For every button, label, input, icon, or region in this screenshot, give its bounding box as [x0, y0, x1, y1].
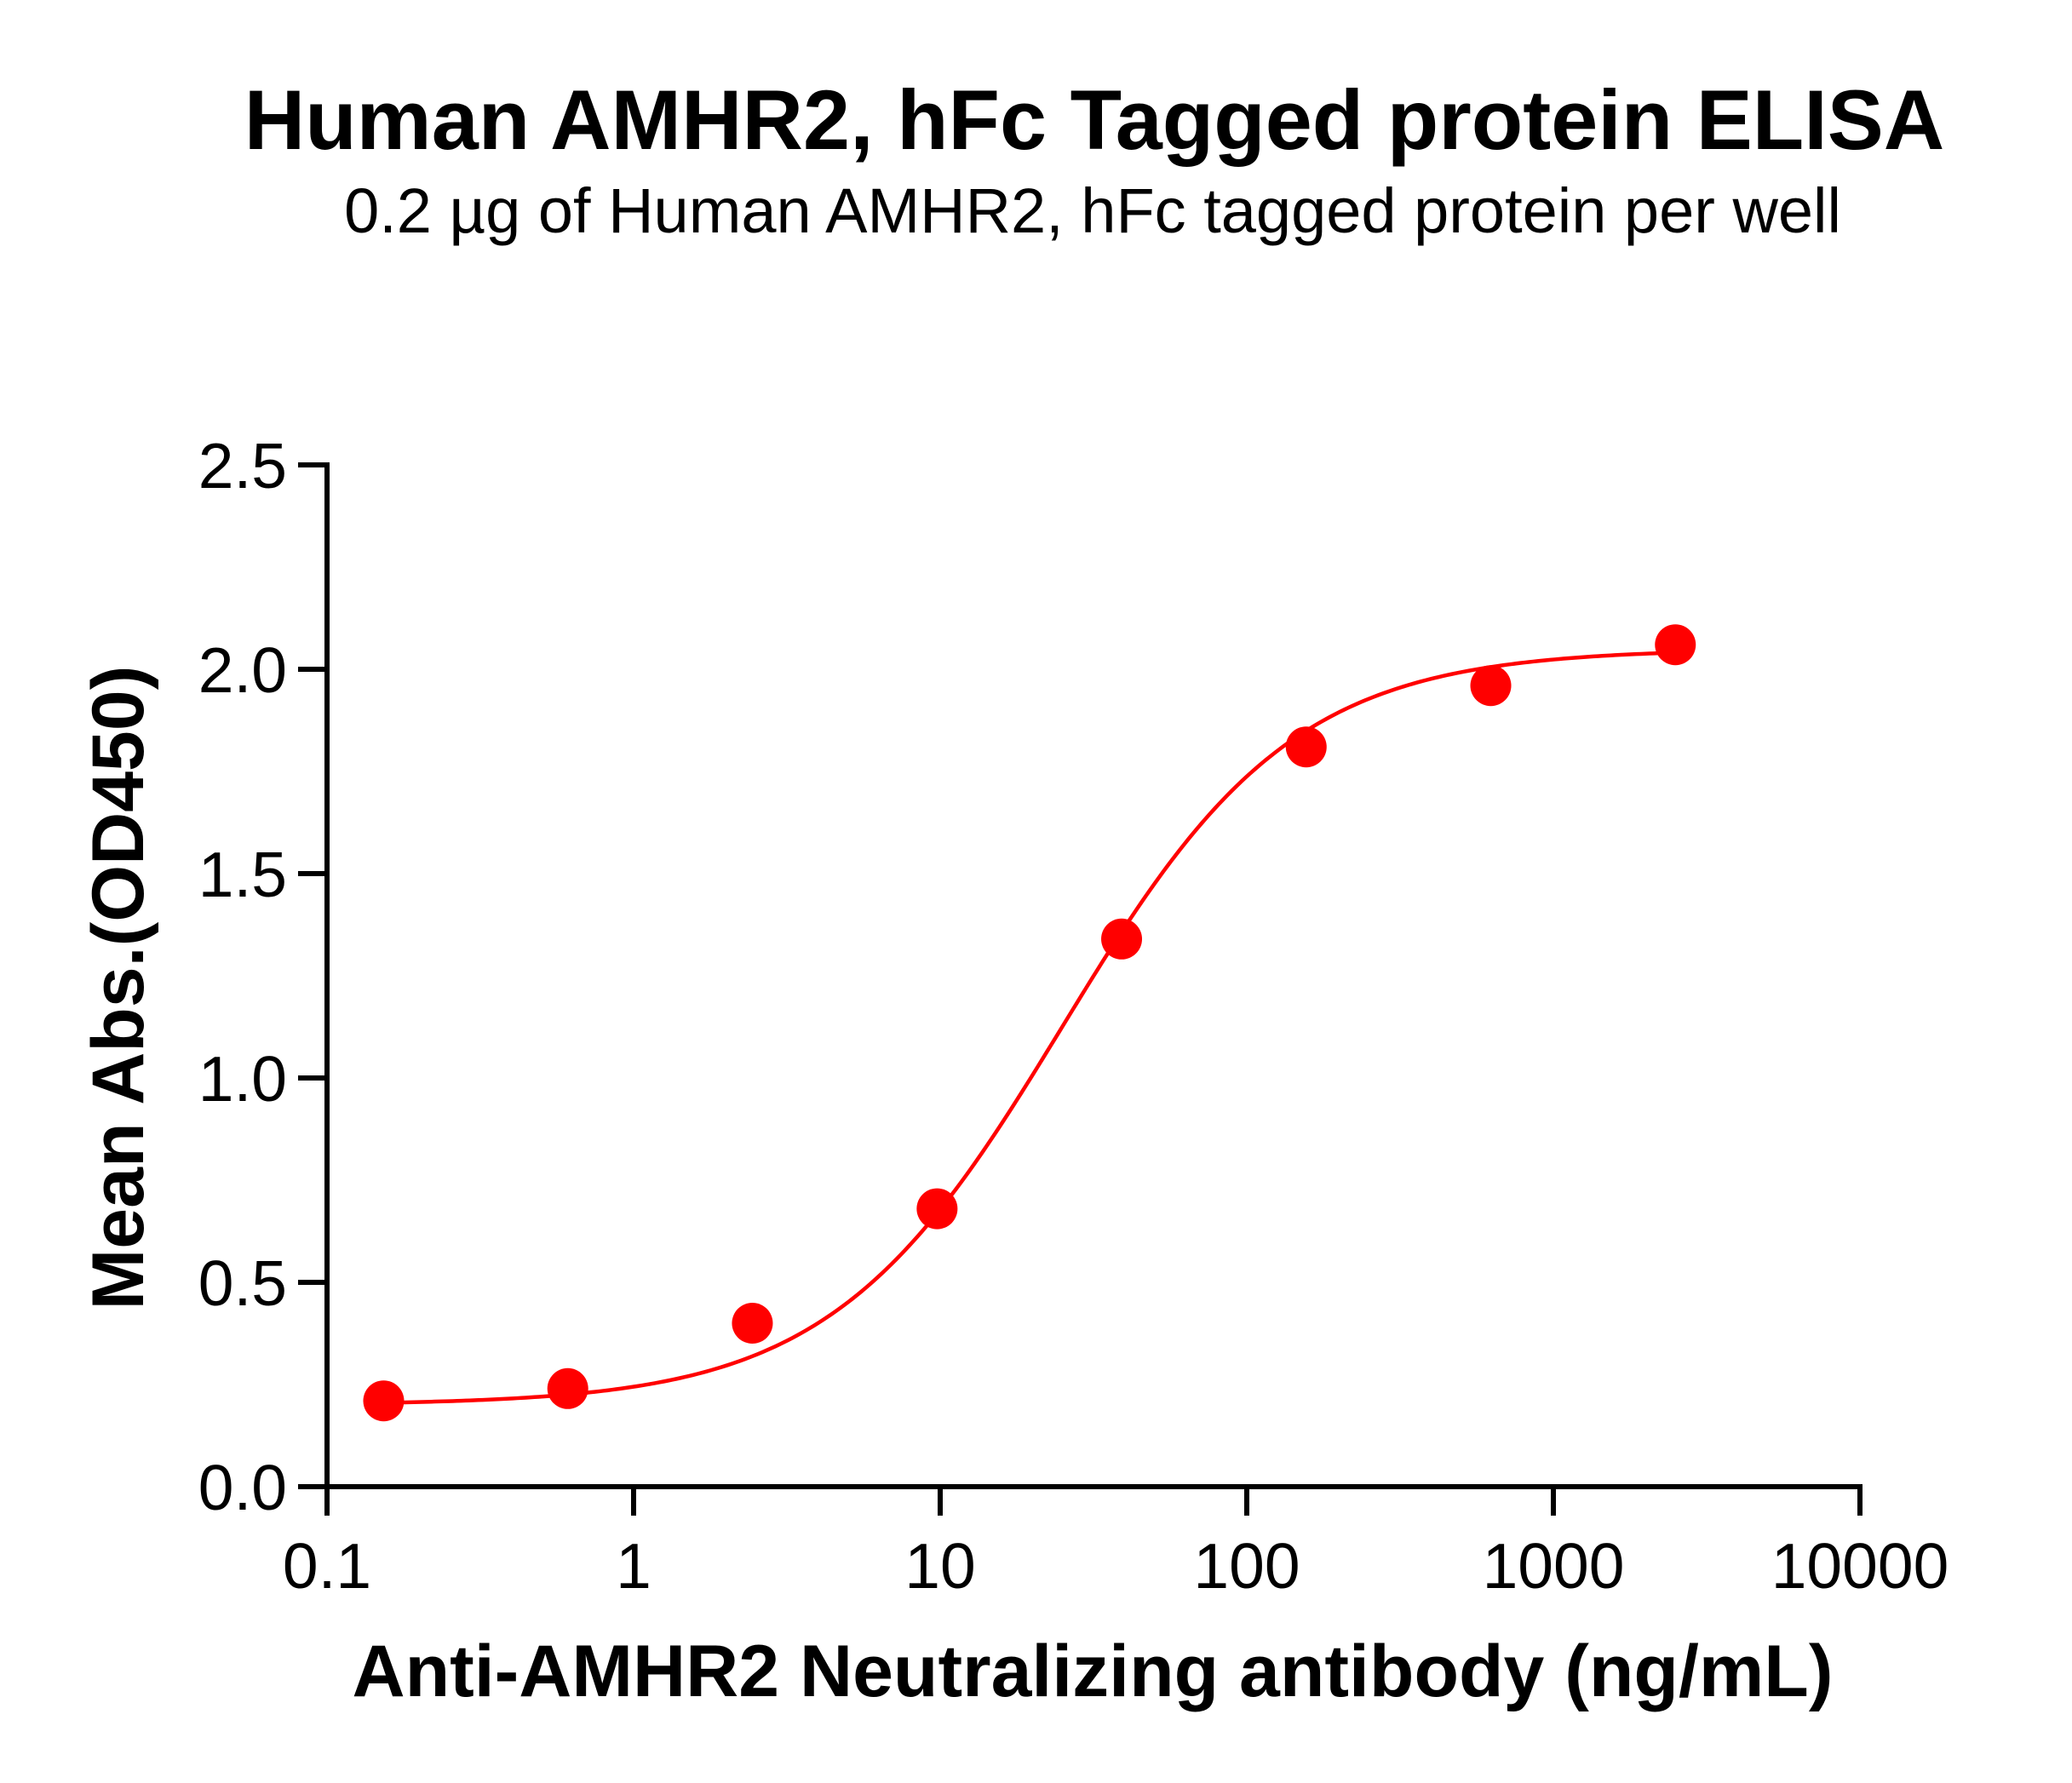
- fitted-curve: [383, 651, 1676, 1405]
- x-tick-label: 1000: [1483, 1530, 1625, 1602]
- y-axis-title: Mean Abs.(OD450): [77, 666, 159, 1310]
- x-axis-title: Anti-AMHR2 Neutralizing antibody (ng/mL): [353, 1631, 1834, 1712]
- y-tick-label: 2.0: [198, 634, 287, 706]
- x-tick-label: 100: [1193, 1530, 1300, 1602]
- x-tick-label: 10000: [1771, 1530, 1949, 1602]
- data-point: [1655, 624, 1696, 666]
- x-axis-ticks: 0.1 1 10 100 1000 10000: [283, 1487, 1949, 1602]
- y-axis: 0.0 0.5 1.0 1.5 2.0 2.5: [198, 430, 330, 1523]
- data-points: [363, 624, 1696, 1422]
- y-tick-label: 1.5: [198, 839, 287, 910]
- data-point: [363, 1380, 405, 1422]
- x-tick-label: 0.1: [283, 1530, 371, 1602]
- chart-title: Human AMHR2, hFc Tagged protein ELISA: [244, 72, 1945, 167]
- data-point: [547, 1367, 588, 1409]
- y-tick-label: 1.0: [198, 1043, 287, 1115]
- y-tick-label: 0.5: [198, 1247, 287, 1319]
- data-point: [1285, 726, 1327, 768]
- y-axis-ticks: 0.0 0.5 1.0 1.5 2.0 2.5: [198, 430, 327, 1523]
- chart-subtitle: 0.2 µg of Human AMHR2, hFc tagged protei…: [344, 175, 1841, 246]
- data-point: [916, 1188, 958, 1230]
- data-point: [1470, 665, 1512, 707]
- x-tick-label: 1: [616, 1530, 651, 1602]
- x-tick-label: 10: [904, 1530, 975, 1602]
- data-point: [732, 1303, 773, 1344]
- x-axis: 0.1 1 10 100 1000 10000: [283, 1484, 1949, 1602]
- data-point: [1101, 918, 1143, 960]
- y-tick-label: 2.5: [198, 430, 287, 502]
- y-tick-label: 0.0: [198, 1452, 287, 1523]
